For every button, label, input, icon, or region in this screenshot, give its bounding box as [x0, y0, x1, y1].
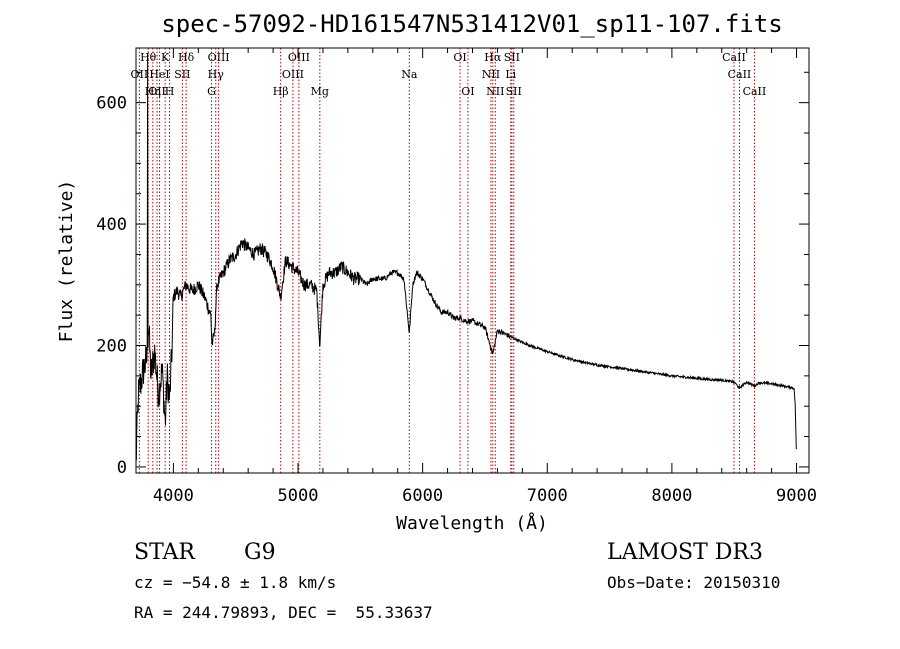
x-axis-ticks: 4000 5000 6000 7000 8000 9000	[153, 48, 817, 506]
line-label-6: H	[165, 85, 175, 98]
line-label-22: Li	[505, 68, 516, 81]
object-type: STAR	[134, 540, 195, 565]
line-label-0: OII	[131, 68, 149, 81]
y-axis-label: Flux (relative)	[56, 180, 77, 343]
line-label-21: NII	[486, 85, 504, 98]
line-label-16: Na	[401, 68, 418, 81]
y-axis-ticks: 0 200 400 600	[96, 71, 809, 478]
line-label-7: SII	[174, 68, 190, 81]
line-label-10: Hγ	[208, 68, 225, 81]
spectral-line-markers	[138, 48, 755, 473]
line-label-15: Mg	[311, 85, 329, 98]
line-label-13: OIII	[282, 68, 304, 81]
x-tick-label-4000: 4000	[153, 486, 194, 506]
y-tick-label-400: 400	[96, 215, 127, 235]
line-label-9: G	[207, 85, 216, 98]
line-label-27: CaII	[743, 85, 767, 98]
line-label-8: Hδ	[178, 51, 195, 64]
coordinates: RA = 244.79893, DEC = 55.33637	[134, 603, 433, 622]
plot-frame	[135, 47, 810, 474]
line-label-2: Hη	[145, 85, 161, 98]
x-axis-label: Wavelength (Å)	[396, 512, 548, 534]
line-label-26: CaII	[728, 68, 752, 81]
line-label-4: HeI	[149, 68, 169, 81]
line-label-3: OII	[148, 85, 166, 98]
x-tick-label-6000: 6000	[402, 486, 443, 506]
line-label-18: OI	[461, 85, 474, 98]
x-tick-label-9000: 9000	[776, 486, 817, 506]
y-tick-label-0: 0	[117, 458, 127, 478]
line-label-24: SII	[506, 85, 522, 98]
line-label-20: Hα	[484, 51, 502, 64]
line-label-17: OI	[453, 51, 466, 64]
y-tick-label-200: 200	[96, 337, 127, 357]
spectral-line-labels: OIIHθHηOIIHeIKHSIIHδGHγOIIIHβOIIIOIIIMgN…	[131, 51, 767, 98]
chart-title: spec-57092-HD161547N531412V01_sp11-107.f…	[161, 10, 782, 38]
spectrum-line	[135, 54, 797, 462]
line-label-12: Hβ	[273, 85, 289, 98]
x-tick-label-7000: 7000	[527, 486, 568, 506]
redshift-info: cz = −54.8 ± 1.8 km/s	[134, 573, 337, 592]
line-label-14: OIII	[288, 51, 310, 64]
line-label-11: OIII	[208, 51, 230, 64]
line-label-5: K	[161, 51, 170, 64]
line-label-23: SII	[504, 51, 520, 64]
observation-date: Obs−Date: 20150310	[607, 573, 781, 592]
survey-name: LAMOST DR3	[607, 540, 763, 565]
y-tick-label-600: 600	[96, 94, 127, 114]
x-tick-label-8000: 8000	[651, 486, 692, 506]
line-label-19: NII	[482, 68, 500, 81]
line-label-1: Hθ	[140, 51, 157, 64]
line-label-25: CaII	[722, 51, 746, 64]
x-tick-label-5000: 5000	[278, 486, 319, 506]
spectral-subclass: G9	[244, 540, 276, 565]
